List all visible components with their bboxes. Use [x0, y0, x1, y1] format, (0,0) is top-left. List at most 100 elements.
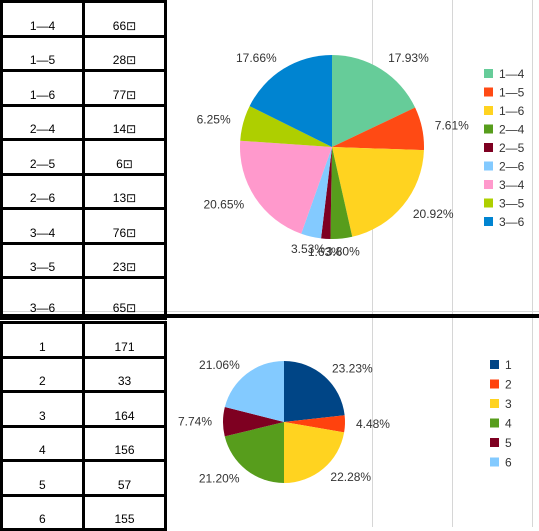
row-label-cell[interactable]: 6 [0, 493, 85, 531]
legend-swatch [484, 217, 493, 226]
slice-data-label: 17.93% [388, 51, 429, 65]
table-row: 5 57 [0, 459, 167, 497]
legend-swatch [490, 418, 499, 428]
legend-label: 4 [505, 417, 512, 431]
legend-label: 1 [505, 358, 512, 372]
legend-swatch [490, 399, 499, 408]
row-value-cell[interactable]: 65⊡ [82, 276, 167, 320]
row-value-cell[interactable]: 57 [82, 459, 167, 497]
row-label-cell[interactable]: 3—5 [0, 241, 85, 279]
row-value-cell[interactable]: 156 [82, 424, 167, 462]
legend-swatch [484, 198, 493, 208]
table-row: 4 156 [0, 424, 167, 462]
legend-swatch [490, 457, 499, 467]
table-row: 3—6 65⊡ [0, 276, 167, 320]
pie-slice [223, 407, 284, 437]
slice-data-label: 1.63% [308, 245, 342, 259]
legend-label: 3—4 [499, 178, 525, 192]
row-value-cell[interactable]: 13⊡ [82, 172, 167, 210]
table-row: 3 164 [0, 390, 167, 428]
slice-data-label: 7.74% [178, 415, 212, 429]
pie-slice [240, 140, 332, 234]
table-row: 3—4 76⊡ [0, 207, 167, 245]
legend-label: 1—4 [499, 67, 525, 81]
grid-line [532, 0, 533, 527]
table-row: 6 155 [0, 493, 167, 531]
legend-label: 3—6 [499, 215, 525, 229]
slice-data-label: 20.65% [204, 198, 245, 212]
legend-label: 6 [505, 456, 512, 470]
row-value-cell[interactable]: 155 [82, 493, 167, 531]
pie-slice [330, 147, 353, 240]
legend-swatch [484, 69, 493, 78]
legend-label: 2—4 [499, 123, 525, 137]
pie-slice [321, 147, 332, 239]
pie-slice [332, 55, 416, 147]
row-label-cell[interactable]: 2 [0, 355, 85, 393]
legend-swatch [490, 360, 499, 369]
legend-label: 2—5 [499, 141, 525, 155]
row-label-cell[interactable]: 1 [0, 321, 85, 359]
row-value-cell[interactable]: 164 [82, 390, 167, 428]
legend-swatch [484, 180, 493, 189]
slice-data-label: 21.20% [199, 472, 240, 486]
table-row: 3—5 23⊡ [0, 241, 167, 279]
row-value-cell[interactable]: 66⊡ [82, 0, 167, 38]
table-row: 1—4 66⊡ [0, 0, 167, 38]
grid-line [372, 0, 373, 527]
top-data-table: 1—4 66⊡ 1—5 28⊡ 1—6 77⊡ 2—4 14⊡ 2—5 6⊡ 2—6 13⊡ 3—4 76… [0, 0, 167, 320]
row-value-cell[interactable]: 33 [82, 355, 167, 393]
legend-swatch [484, 161, 493, 171]
pie-slice [284, 361, 345, 422]
pie-slice [240, 106, 332, 147]
row-value-cell[interactable]: 23⊡ [82, 241, 167, 279]
table-row: 2—5 6⊡ [0, 138, 167, 176]
row-value-cell[interactable]: 77⊡ [82, 69, 167, 107]
pie-slice [284, 422, 345, 483]
row-label-cell[interactable]: 1—6 [0, 69, 85, 107]
table-row: 2—4 14⊡ [0, 103, 167, 141]
grid-line [165, 0, 166, 527]
slice-data-label: 6.25% [197, 113, 231, 127]
slice-data-label: 17.66% [236, 51, 277, 65]
row-value-cell[interactable]: 171 [82, 321, 167, 359]
row-label-cell[interactable]: 1—4 [0, 0, 85, 38]
row-label-cell[interactable]: 5 [0, 459, 85, 497]
row-label-cell[interactable]: 2—4 [0, 103, 85, 141]
pie-slice [284, 415, 345, 433]
legend-swatch [490, 379, 499, 389]
pie-slice [332, 147, 424, 237]
legend-label: 1—6 [499, 104, 525, 118]
row-label-cell[interactable]: 3 [0, 390, 85, 428]
table-row: 2—6 13⊡ [0, 172, 167, 210]
slice-data-label: 7.61% [435, 119, 469, 133]
slice-data-label: 23.23% [332, 361, 373, 375]
row-label-cell[interactable]: 4 [0, 424, 85, 462]
table-row: 1—6 77⊡ [0, 69, 167, 107]
row-value-cell[interactable]: 14⊡ [82, 103, 167, 141]
row-label-cell[interactable]: 2—6 [0, 172, 85, 210]
legend-label: 2 [505, 378, 512, 392]
legend-swatch [484, 143, 493, 152]
row-value-cell[interactable]: 28⊡ [82, 34, 167, 72]
pie-chart-pairs: 17.93% 7.61% 20.92% 3.80%1.63%3.53% 20.65% 6.… [197, 51, 525, 259]
table-row: 1 171 [0, 321, 167, 359]
sheet-divider [0, 314, 539, 318]
row-label-cell[interactable]: 3—4 [0, 207, 85, 245]
bottom-data-table: 1 171 2 33 3 164 4 156 5 57 6 155 [0, 321, 167, 531]
slice-data-label: 20.92% [413, 207, 454, 221]
legend-label: 1—5 [499, 86, 525, 100]
legend-swatch [484, 124, 493, 134]
row-label-cell[interactable]: 2—5 [0, 138, 85, 176]
legend-label: 3 [505, 397, 512, 411]
legend-swatch [490, 438, 499, 447]
pie-slice [249, 55, 332, 147]
pie-slice [224, 422, 285, 483]
table-row: 2 33 [0, 355, 167, 393]
row-label-cell[interactable]: 1—5 [0, 34, 85, 72]
row-value-cell[interactable]: 76⊡ [82, 207, 167, 245]
pie-slice [224, 361, 284, 422]
row-value-cell[interactable]: 6⊡ [82, 138, 167, 176]
row-label-cell[interactable]: 3—6 [0, 276, 85, 320]
table-row: 1—5 28⊡ [0, 34, 167, 72]
